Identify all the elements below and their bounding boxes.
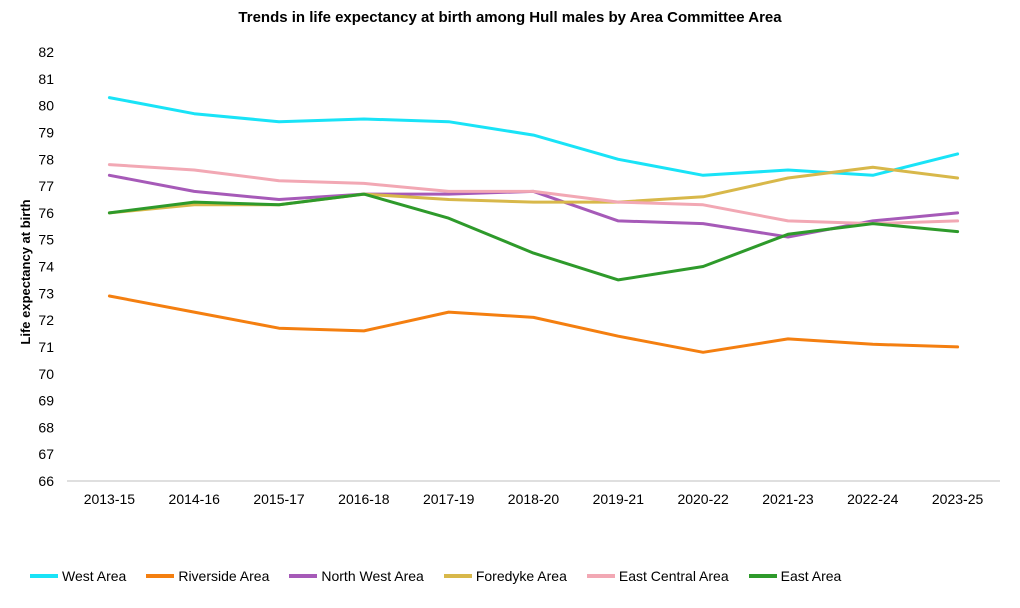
y-tick-label: 67 [38, 446, 54, 462]
x-axis-ticks: 2013-15 2014-16 2015-17 2016-18 2017-19 2018-… [84, 491, 984, 507]
legend-item: Riverside Area [146, 568, 269, 584]
series-line-riverside-area [107, 294, 960, 354]
x-tick-label: 2014-16 [169, 491, 221, 507]
legend-item: North West Area [289, 568, 424, 584]
legend-swatch [586, 574, 615, 578]
x-tick-label: 2019-21 [593, 491, 645, 507]
y-tick-label: 78 [38, 151, 54, 167]
chart-title: Trends in life expectancy at birth among… [238, 9, 782, 26]
y-tick-label: 77 [38, 178, 54, 194]
legend-item: East Area [748, 568, 842, 584]
x-tick-label: 2021-23 [762, 491, 814, 507]
y-tick-label: 81 [38, 71, 54, 87]
y-tick-label: 69 [38, 393, 54, 409]
legend-label: East Area [780, 568, 842, 584]
y-tick-label: 68 [38, 419, 54, 435]
legend-swatch [30, 574, 58, 578]
y-tick-label: 72 [38, 312, 54, 328]
legend-label: East Central Area [618, 568, 729, 584]
legend: West Area Riverside Area North West Area Fo… [30, 568, 861, 584]
y-tick-label: 73 [38, 285, 54, 301]
legend-label: Foredyke Area [475, 568, 567, 584]
y-tick-label: 79 [38, 124, 54, 140]
y-tick-label: 70 [38, 366, 54, 382]
series-line-east-area [107, 192, 960, 282]
y-tick-label: 71 [38, 339, 54, 355]
x-tick-label: 2023-25 [932, 491, 984, 507]
x-tick-label: 2015-17 [253, 491, 305, 507]
x-tick-label: 2013-15 [84, 491, 136, 507]
legend-label: Riverside Area [178, 568, 270, 584]
series-line-west-area [107, 96, 960, 177]
legend-swatch [748, 574, 777, 578]
legend-swatch [146, 574, 175, 578]
x-tick-label: 2016-18 [338, 491, 390, 507]
y-tick-label: 76 [38, 205, 54, 221]
series-line-east-central-area [107, 163, 960, 226]
series-lines [107, 96, 960, 354]
x-tick-label: 2020-22 [677, 491, 729, 507]
y-tick-label: 75 [38, 232, 54, 248]
legend-item: East Central Area [586, 568, 729, 584]
y-tick-label: 66 [38, 473, 54, 489]
x-tick-label: 2017-19 [423, 491, 475, 507]
legend-swatch [289, 574, 318, 578]
x-tick-label: 2018-20 [508, 491, 560, 507]
legend-label: North West Area [321, 568, 424, 584]
legend-item: Foredyke Area [443, 568, 567, 584]
y-tick-label: 74 [38, 259, 54, 275]
y-axis-label: Life expectancy at birth [18, 199, 33, 344]
legend-swatch [443, 574, 472, 578]
y-axis-ticks: 66 67 68 69 70 71 72 73 74 75 76 77 78 79 80 81 82 [38, 44, 54, 489]
y-tick-label: 82 [38, 44, 54, 60]
y-tick-label: 80 [38, 98, 54, 114]
legend-item: West Area [30, 568, 126, 584]
x-tick-label: 2022-24 [847, 491, 899, 507]
legend-label: West Area [62, 568, 127, 584]
